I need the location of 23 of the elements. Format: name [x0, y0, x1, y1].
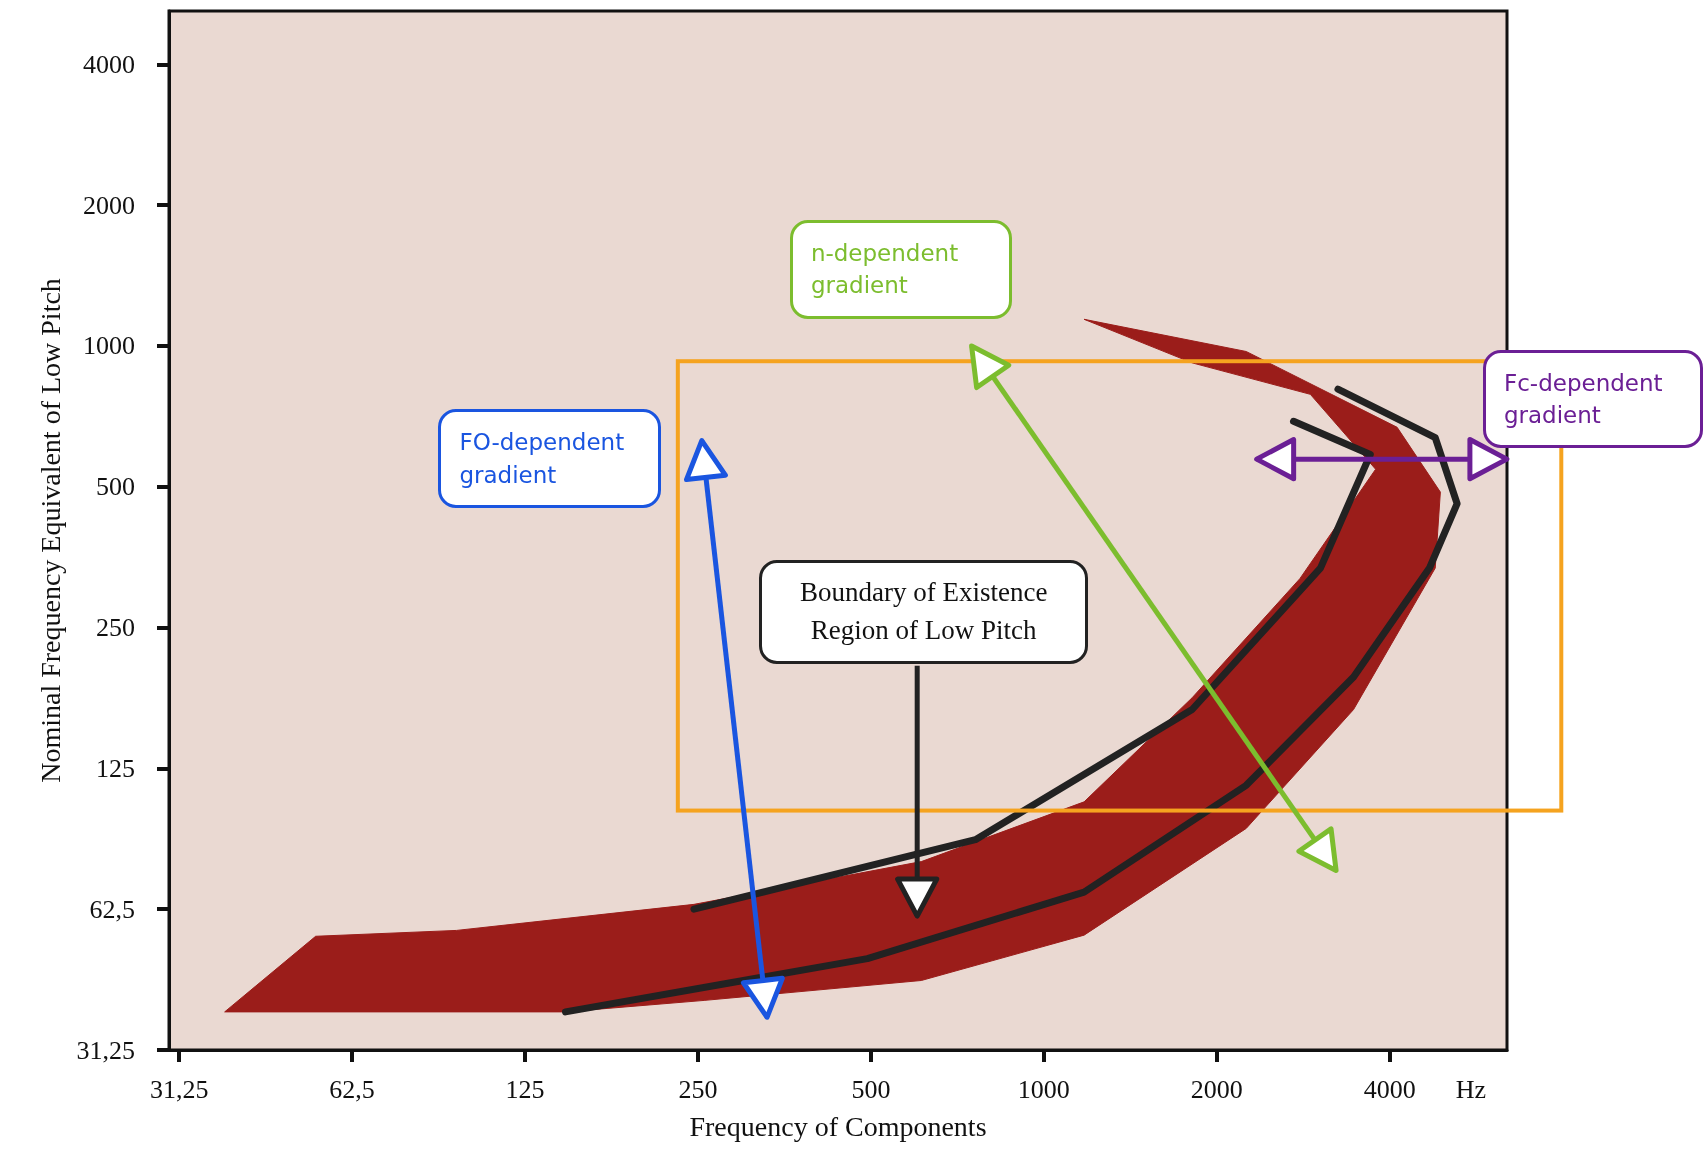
callout-box: n-dependent gradient	[789, 219, 1012, 319]
text: Hz	[1455, 1074, 1487, 1105]
y-tick-label: 1000	[83, 331, 135, 361]
x-axis-title: Frequency of Components	[689, 1110, 987, 1142]
y-tick-label: 125	[96, 753, 135, 783]
x-tick-label: 250	[678, 1074, 718, 1104]
y-tick-label: 2000	[83, 190, 135, 220]
y-tick-label: 4000	[83, 49, 135, 79]
x-tick-label: 4000	[1363, 1074, 1416, 1104]
y-tick-label: 31,25	[76, 1035, 135, 1065]
x-tick-label: 1000	[1017, 1074, 1070, 1104]
x-tick-label: 31,25	[149, 1074, 209, 1104]
callout-box: Boundary of Existence Region of Low Pitch	[759, 560, 1088, 664]
y-tick-label: 62,5	[89, 894, 135, 924]
y-axis-title: Nominal Frequency Equivalent of Low Pitch	[34, 278, 66, 783]
y-tick-label: 250	[96, 613, 135, 643]
callout-box: Fc-dependent gradient	[1482, 350, 1703, 449]
x-tick-label: 125	[505, 1074, 545, 1104]
x-tick-label: 2000	[1190, 1074, 1243, 1104]
callout-box: FO-dependent gradient	[438, 409, 662, 509]
x-tick-label: 62,5	[329, 1074, 375, 1104]
x-tick-label: 500	[851, 1074, 891, 1104]
y-tick-label: 500	[96, 472, 135, 502]
